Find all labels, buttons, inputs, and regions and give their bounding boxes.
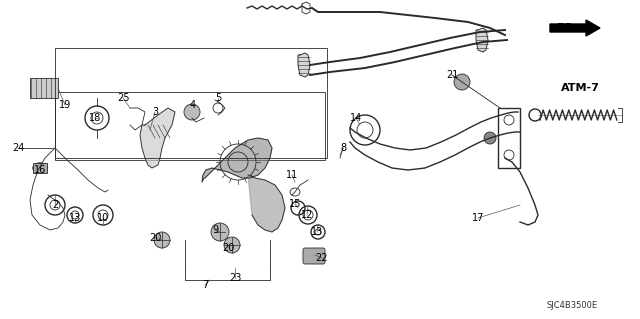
- Text: 25: 25: [116, 93, 129, 103]
- Bar: [55, 92, 325, 160]
- Circle shape: [211, 223, 229, 241]
- Text: 18: 18: [89, 113, 101, 123]
- Text: 7: 7: [202, 280, 208, 290]
- Polygon shape: [248, 175, 285, 232]
- Text: 5: 5: [215, 93, 221, 103]
- Text: FR.: FR.: [557, 23, 577, 33]
- Circle shape: [484, 132, 496, 144]
- Text: 12: 12: [301, 210, 313, 220]
- FancyBboxPatch shape: [303, 248, 325, 264]
- Circle shape: [224, 237, 240, 253]
- Bar: [33, 163, 47, 173]
- Text: 13: 13: [311, 227, 323, 237]
- Circle shape: [184, 104, 200, 120]
- Circle shape: [454, 74, 470, 90]
- Polygon shape: [298, 53, 310, 77]
- Bar: [498, 108, 520, 168]
- Text: 22: 22: [316, 253, 328, 263]
- Text: 14: 14: [350, 113, 362, 123]
- Text: 15: 15: [289, 199, 301, 209]
- Text: 20: 20: [149, 233, 161, 243]
- Polygon shape: [476, 28, 488, 52]
- Text: 3: 3: [152, 107, 158, 117]
- Text: 24: 24: [12, 143, 24, 153]
- Text: ATM-7: ATM-7: [561, 83, 600, 93]
- Text: 4: 4: [190, 100, 196, 110]
- Text: 8: 8: [340, 143, 346, 153]
- Text: 20: 20: [222, 243, 234, 253]
- Bar: [55, 48, 327, 158]
- Polygon shape: [550, 20, 600, 36]
- Text: 19: 19: [59, 100, 71, 110]
- Text: SJC4B3500E: SJC4B3500E: [547, 301, 598, 310]
- Text: 21: 21: [446, 70, 458, 80]
- Text: 23: 23: [229, 273, 241, 283]
- Polygon shape: [140, 108, 175, 168]
- Text: 17: 17: [472, 213, 484, 223]
- Bar: [30, 78, 58, 98]
- Text: 11: 11: [286, 170, 298, 180]
- Text: 9: 9: [212, 225, 218, 235]
- Circle shape: [154, 232, 170, 248]
- Text: 10: 10: [97, 213, 109, 223]
- Text: 16: 16: [34, 165, 46, 175]
- Text: 2: 2: [52, 200, 58, 210]
- Text: 13: 13: [69, 213, 81, 223]
- Polygon shape: [202, 138, 272, 182]
